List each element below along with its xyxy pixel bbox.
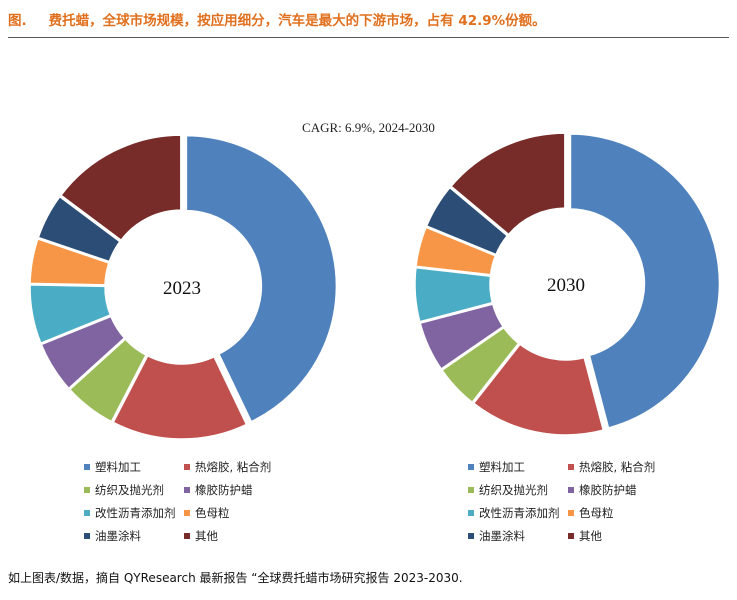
legend-row: 油墨涂料 其他 [84, 524, 304, 547]
legend-item: 油墨涂料 [84, 528, 184, 544]
legend-row: 纺织及抛光剂 橡胶防护蜡 [468, 478, 688, 501]
legend-label: 色母粒 [579, 505, 614, 520]
legend-item: 热熔胶, 粘合剂 [184, 459, 304, 475]
slice-2023-1 [184, 133, 339, 425]
legend-swatch [468, 463, 474, 470]
legend-label: 油墨涂料 [95, 528, 141, 543]
legend-label: 色母粒 [195, 505, 230, 520]
donut-2023: 2023 [28, 133, 339, 441]
legend-label: 纺织及抛光剂 [479, 482, 548, 497]
legend-swatch [84, 532, 90, 539]
figure-title: 图. 费托蜡，全球市场规模，按应用细分，汽车是最大的下游市场，占有 42.9%份额… [8, 9, 728, 29]
legend-item: 塑料加工 [468, 459, 568, 475]
legend-item: 色母粒 [568, 505, 688, 521]
legend-2023: 塑料加工 热熔胶, 粘合剂纺织及抛光剂 橡胶防护蜡改性沥青添加剂 色母粒油墨涂料 其他 [84, 455, 304, 547]
legend-label: 热熔胶, 粘合剂 [579, 459, 656, 474]
legend-item: 色母粒 [184, 505, 304, 521]
legend-swatch [568, 509, 574, 516]
legend-swatch [568, 532, 574, 539]
legend-swatch [468, 532, 474, 539]
legend-label: 改性沥青添加剂 [479, 505, 560, 520]
chart-subtitle: CAGR: 6.9%, 2024-2030 [302, 120, 435, 135]
legend-swatch [84, 509, 90, 516]
legend-item: 热熔胶, 粘合剂 [568, 459, 688, 475]
legend-row: 塑料加工 热熔胶, 粘合剂 [468, 455, 688, 478]
legend-item: 纺织及抛光剂 [84, 482, 184, 498]
legend-item: 纺织及抛光剂 [468, 482, 568, 498]
slice-2030-8 [448, 131, 567, 237]
figure-prefix: 图. [8, 13, 27, 29]
legend-swatch [184, 509, 190, 516]
legend-label: 油墨涂料 [479, 528, 525, 543]
legend-label: 塑料加工 [95, 459, 141, 474]
legend-label: 橡胶防护蜡 [195, 482, 253, 497]
legend-item: 橡胶防护蜡 [568, 482, 688, 498]
legend-item: 橡胶防护蜡 [184, 482, 304, 498]
slice-2023-8 [58, 133, 183, 243]
legend-item: 改性沥青添加剂 [84, 505, 184, 521]
legend-swatch [184, 532, 190, 539]
legend-row: 纺织及抛光剂 橡胶防护蜡 [84, 478, 304, 501]
legend-swatch [468, 486, 474, 493]
legend-swatch [184, 486, 190, 493]
legend-label: 热熔胶, 粘合剂 [195, 459, 272, 474]
donut-center-label: 2023 [163, 278, 201, 299]
slice-2030-1 [568, 132, 722, 431]
source-note: 如上图表/数据，摘自 QYResearch 最新报告 “全球费托蜡市场研究报告 … [8, 571, 463, 585]
legend-swatch [468, 509, 474, 516]
legend-row: 改性沥青添加剂 色母粒 [468, 501, 688, 524]
donut-2030: 2030 [413, 131, 722, 437]
legend-label: 改性沥青添加剂 [95, 505, 176, 520]
legend-row: 改性沥青添加剂 色母粒 [84, 501, 304, 524]
legend-swatch [568, 486, 574, 493]
legend-item: 其他 [568, 528, 688, 544]
donut-center-label: 2030 [547, 275, 585, 296]
legend-swatch [568, 463, 574, 470]
legend-swatch [84, 486, 90, 493]
legend-label: 其他 [579, 528, 602, 543]
legend-item: 塑料加工 [84, 459, 184, 475]
title-divider [8, 37, 729, 38]
legend-label: 橡胶防护蜡 [579, 482, 637, 497]
legend-swatch [184, 463, 190, 470]
legend-swatch [84, 463, 90, 470]
legend-row: 塑料加工 热熔胶, 粘合剂 [84, 455, 304, 478]
figure-title-text: 费托蜡，全球市场规模，按应用细分，汽车是最大的下游市场，占有 42.9%份额。 [48, 13, 546, 29]
legend-label: 塑料加工 [479, 459, 525, 474]
legend-item: 油墨涂料 [468, 528, 568, 544]
legend-label: 纺织及抛光剂 [95, 482, 164, 497]
legend-row: 油墨涂料 其他 [468, 524, 688, 547]
legend-2030: 塑料加工 热熔胶, 粘合剂纺织及抛光剂 橡胶防护蜡改性沥青添加剂 色母粒油墨涂料 其他 [468, 455, 688, 547]
legend-item: 其他 [184, 528, 304, 544]
legend-label: 其他 [195, 528, 218, 543]
legend-item: 改性沥青添加剂 [468, 505, 568, 521]
